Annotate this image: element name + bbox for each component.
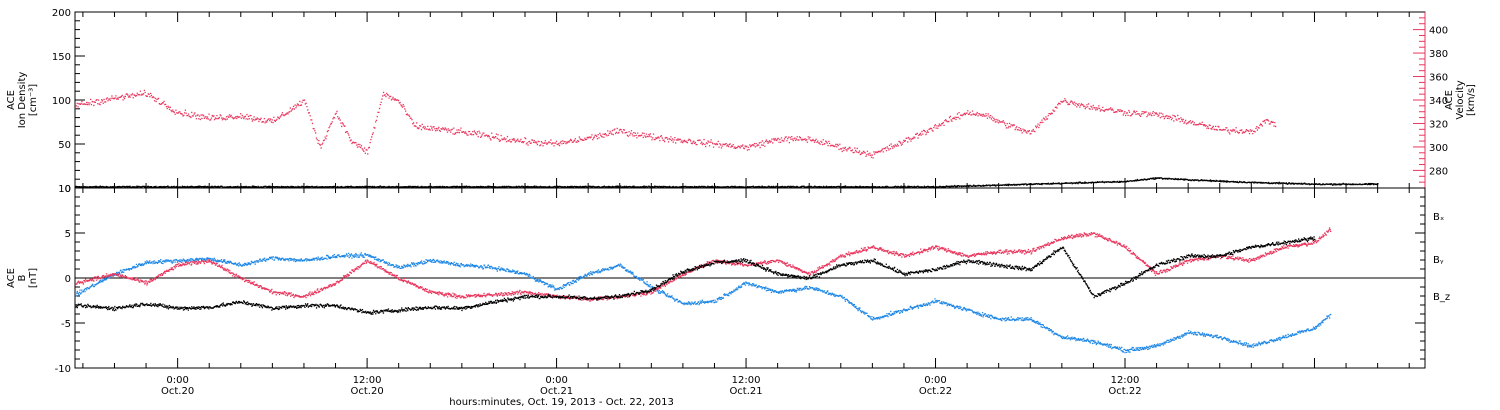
b-axis-title-line: ACE <box>6 268 17 288</box>
velocity-tick-label: 360 <box>1429 73 1448 84</box>
velocity-axis-title-line: Velocity <box>1455 80 1466 119</box>
density-axis-title-line: Ion Density <box>17 72 28 129</box>
velocity-axis-title: ACE Velocity [km/s] <box>1444 80 1477 119</box>
time-tick-label: 0:00 <box>924 375 946 386</box>
date-tick-label: Oct.21 <box>729 386 762 397</box>
density-axis-title-line: ACE <box>6 90 17 110</box>
bottom-panel: -10 -5 0 5 10 ACE B [nT] Bₓ Bᵧ B_z <box>6 184 1450 375</box>
density-axis-title-line: [cm⁻³] <box>28 84 39 116</box>
time-tick-label: 0:00 <box>166 375 188 386</box>
b-tick-label: -5 <box>61 319 71 330</box>
velocity-tick-label: 400 <box>1429 26 1448 37</box>
bx-series <box>75 236 1316 315</box>
b-tick-label: 0 <box>65 274 71 285</box>
b-tick-label: 5 <box>65 229 71 240</box>
b-axis-title: ACE B [nT] <box>6 268 39 288</box>
date-tick-label: Oct.22 <box>919 386 952 397</box>
time-tick-label: 0:00 <box>545 375 567 386</box>
time-axis-title: hours:minutes, Oct. 19, 2013 - Oct. 22, … <box>449 397 674 408</box>
velocity-axis-title-line: ACE <box>1444 90 1455 110</box>
velocity-tick-label: 280 <box>1429 166 1448 177</box>
b-tick-label: -10 <box>55 364 71 375</box>
velocity-axis: 280 300 320 340 360 380 400 <box>1413 12 1448 188</box>
b-axis-title-line: [nT] <box>28 268 39 288</box>
velocity-series <box>75 89 1277 159</box>
density-tick-label: 50 <box>58 140 71 151</box>
density-tick-label: 150 <box>52 52 71 63</box>
date-tick-label: Oct.20 <box>351 386 384 397</box>
legend-entry: B_z <box>1433 292 1450 303</box>
density-axis-title: ACE Ion Density [cm⁻³] <box>6 72 39 129</box>
density-tick-label: 200 <box>52 8 71 19</box>
top-panel-frame <box>74 11 1426 189</box>
time-tick-label: 12:00 <box>353 375 382 386</box>
b-field-axis: -10 -5 0 5 10 <box>55 184 1425 375</box>
b-axis-title-line: B <box>17 274 28 281</box>
velocity-axis-title-line: [km/s] <box>1466 84 1477 116</box>
date-tick-label: Oct.20 <box>161 386 194 397</box>
velocity-tick-label: 340 <box>1429 96 1448 107</box>
date-tick-label: Oct.21 <box>540 386 573 397</box>
velocity-tick-label: 320 <box>1429 119 1448 130</box>
velocity-tick-label: 380 <box>1429 49 1448 60</box>
density-series <box>75 177 1379 189</box>
legend-entry: Bᵧ <box>1433 255 1444 266</box>
density-tick-label: 0 <box>65 184 71 195</box>
bz-series <box>75 227 1332 302</box>
time-axis: 0:00Oct.2012:00Oct.200:00Oct.2112:00Oct.… <box>82 12 1410 408</box>
velocity-tick-label: 300 <box>1429 143 1448 154</box>
date-tick-label: Oct.22 <box>1108 386 1141 397</box>
density-tick-label: 100 <box>52 96 71 107</box>
legend-entry: Bₓ <box>1433 212 1444 223</box>
density-axis: 0 50 100 150 200 <box>52 8 85 195</box>
by-series <box>75 252 1332 354</box>
b-tick-label: 10 <box>58 184 71 195</box>
time-tick-label: 12:00 <box>732 375 761 386</box>
time-tick-label: 12:00 <box>1111 375 1140 386</box>
